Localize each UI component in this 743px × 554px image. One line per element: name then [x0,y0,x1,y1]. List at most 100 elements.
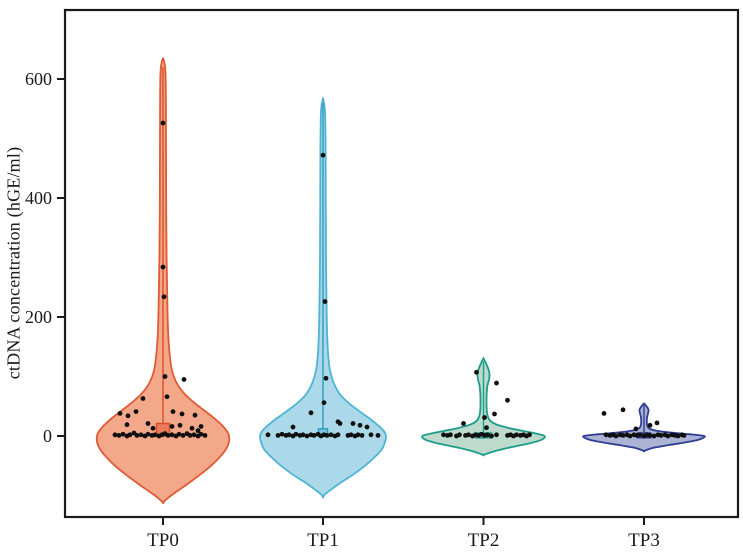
scatter-point-tp1 [311,433,317,438]
y-tick-label: 400 [25,188,52,208]
scatter-point-tp2 [484,425,489,431]
scatter-point-tp3 [620,433,626,438]
scatter-point-tp3 [627,433,633,439]
scatter-point-tp1 [320,152,326,158]
scatter-point-tp0 [198,424,204,429]
scatter-point-tp0 [164,394,170,400]
scatter-point-tp1 [286,432,292,438]
scatter-point-tp3 [658,433,664,438]
scatter-point-tp0 [112,432,118,438]
scatter-point-tp3 [675,433,681,439]
scatter-point-tp0 [180,433,186,438]
scatter-point-tp1 [357,422,363,428]
scatter-point-tp1 [335,432,341,438]
scatter-point-tp2 [494,380,499,386]
scatter-point-tp1 [279,431,285,437]
scatter-point-tp0 [145,421,151,426]
scatter-point-tp1 [275,433,281,438]
scatter-point-tp0 [161,294,167,300]
scatter-point-tp0 [192,412,198,418]
scatter-point-tp1 [364,424,370,430]
scatter-point-tp0 [162,374,168,379]
scatter-point-tp2 [527,432,532,438]
x-tick-label: TP1 [307,530,339,551]
plot-frame [63,8,740,519]
scatter-point-tp0 [169,424,175,429]
x-tick-label: TP2 [468,530,500,551]
scatter-point-tp1 [375,433,381,438]
scatter-point-tp1 [324,433,330,438]
scatter-point-tp2 [492,411,497,417]
scatter-point-tp3 [647,422,653,428]
scatter-point-tp0 [176,431,182,437]
scatter-point-tp1 [293,431,299,437]
scatter-point-tp0 [117,410,123,416]
scatter-point-tp1 [355,432,361,438]
scatter-point-tp1 [308,410,314,416]
scatter-point-tp1 [265,432,271,438]
scatter-point-tp0 [125,413,131,419]
scatter-point-tp0 [179,411,185,417]
scatter-point-tp0 [138,432,144,438]
y-tick-label: 0 [43,426,52,446]
scatter-point-tp2 [457,432,462,438]
scatter-point-tp0 [152,432,158,438]
scatter-point-tp1 [300,432,306,438]
scatter-point-tp2 [461,421,466,426]
scatter-point-tp2 [505,397,510,403]
scatter-point-tp3 [647,433,653,438]
scatter-point-tp0 [160,120,166,126]
scatter-point-tp0 [177,422,183,428]
scatter-point-tp0 [134,433,140,438]
y-tick-label: 600 [25,69,52,89]
scatter-point-tp0 [124,422,130,428]
y-tick-label: 200 [25,307,52,327]
scatter-point-tp0 [133,409,139,415]
scatter-point-tp3 [601,410,607,416]
scatter-point-tp3 [603,432,609,438]
scatter-point-tp1 [323,375,329,381]
scatter-point-tp0 [116,433,122,438]
scatter-point-tp0 [202,433,208,438]
scatter-point-tp0 [127,432,133,438]
scatter-point-tp0 [140,396,146,401]
scatter-point-tp2 [474,369,479,375]
scatter-point-tp1 [359,433,365,438]
scatter-point-tp0 [198,431,204,437]
scatter-point-tp2 [448,432,453,438]
scatter-point-tp3 [637,432,643,438]
scatter-point-tp0 [169,432,175,438]
scatter-point-tp3 [654,420,660,426]
scatter-point-tp2 [485,432,490,438]
scatter-point-tp0 [195,428,201,434]
scatter-point-tp0 [189,425,195,431]
scatter-point-tp1 [350,421,356,426]
scatter-point-tp0 [150,425,156,431]
scatter-point-tp3 [613,433,619,439]
scatter-point-tp1 [348,432,354,438]
scatter-point-tp3 [681,433,687,438]
scatter-point-tp0 [160,264,166,270]
scatter-point-tp0 [120,431,126,437]
scatter-point-tp2 [514,432,519,438]
scatter-point-tp2 [466,432,471,438]
scatter-point-tp0 [165,433,171,438]
scatter-point-tp1 [321,400,327,406]
scatter-point-tp1 [290,424,296,430]
scatter-point-tp2 [441,432,446,438]
scatter-point-tp1 [322,299,328,304]
scatter-point-tp1 [337,421,343,426]
x-tick-label: TP3 [628,530,660,551]
scatter-point-tp1 [304,433,310,439]
scatter-point-tp3 [665,433,671,439]
scatter-point-tp0 [145,431,151,437]
scatter-point-tp1 [368,432,374,438]
scatter-point-tp0 [181,377,187,382]
scatter-point-tp0 [187,433,193,438]
scatter-point-tp0 [170,409,176,415]
scatter-point-tp2 [494,432,499,438]
scatter-point-tp2 [489,433,494,439]
scatter-point-tp3 [620,407,626,413]
scatter-point-tp0 [191,432,197,438]
